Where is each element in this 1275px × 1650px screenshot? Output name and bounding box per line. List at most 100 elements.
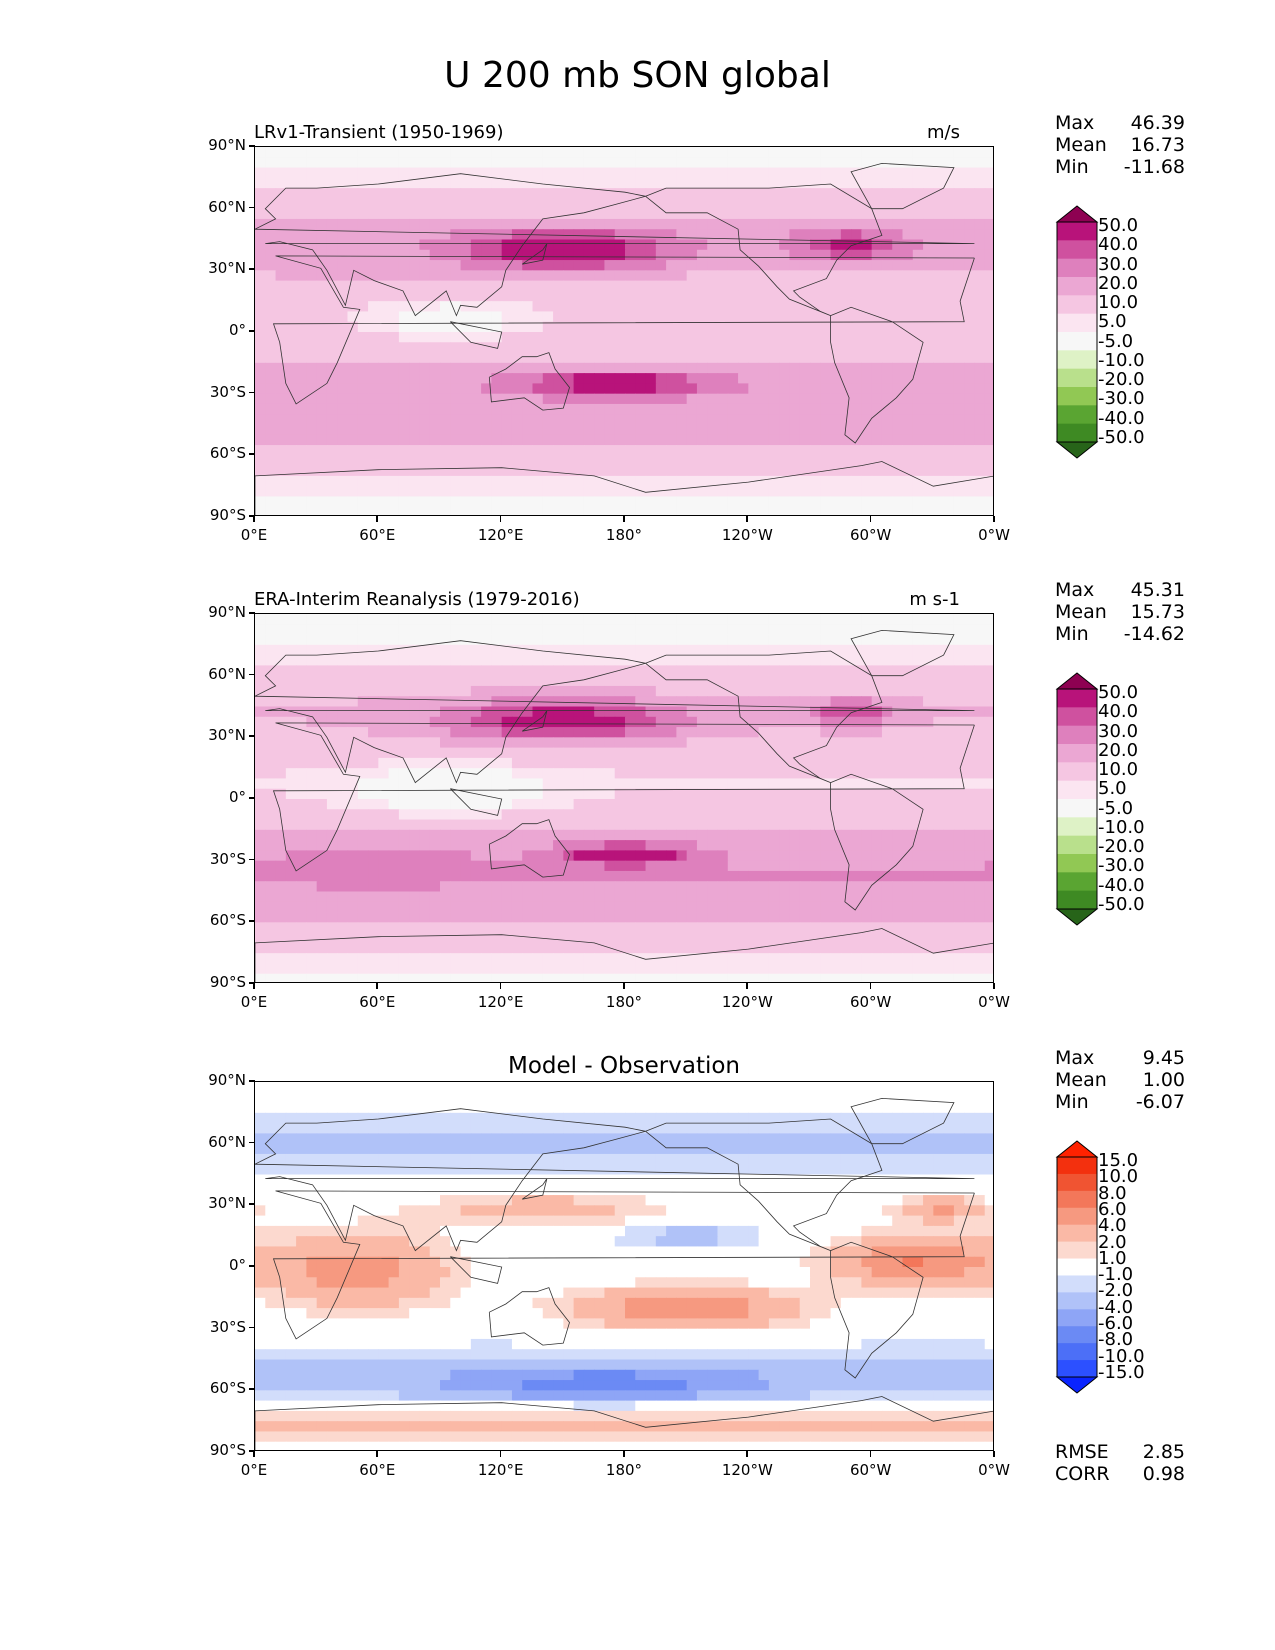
field-cell <box>522 716 534 728</box>
field-cell <box>923 311 934 323</box>
field-cell <box>748 383 760 395</box>
field-cell <box>717 157 729 169</box>
field-cell <box>255 342 266 354</box>
field-cell <box>912 198 924 210</box>
field-cell <box>398 942 410 954</box>
field-cell <box>409 799 421 810</box>
field-cell <box>285 850 297 862</box>
field-cell <box>748 260 760 271</box>
field-cell <box>851 819 862 831</box>
field-cell <box>419 188 431 199</box>
field-cell <box>296 301 307 313</box>
field-cell <box>820 393 832 405</box>
field-cell <box>532 665 544 677</box>
field-cell <box>501 270 513 282</box>
field-cell <box>255 290 266 302</box>
field-cell <box>748 167 760 179</box>
field-cell <box>440 809 451 821</box>
field-cell <box>614 486 626 498</box>
field-cell <box>779 229 791 241</box>
field-cell <box>553 147 564 158</box>
field-cell <box>419 157 431 169</box>
field-cell <box>810 434 821 446</box>
field-cell <box>347 455 359 467</box>
field-cell <box>255 644 266 656</box>
field-cell <box>861 445 873 456</box>
field-cell <box>470 778 482 790</box>
field-cell <box>799 850 811 862</box>
field-cell <box>717 280 729 292</box>
field-cell <box>316 321 328 333</box>
field-cell <box>326 177 338 189</box>
field-cell <box>347 829 359 841</box>
field-cell <box>522 675 534 687</box>
field-cell <box>522 342 534 354</box>
colorbar-label: 10.0 <box>1098 292 1139 314</box>
field-cell <box>511 881 523 893</box>
field-cell <box>789 891 801 903</box>
field-cell <box>429 229 441 241</box>
field-cell <box>460 912 472 923</box>
field-cell <box>820 434 832 446</box>
field-cell <box>511 665 523 677</box>
field-cell <box>388 850 400 862</box>
field-cell <box>686 260 698 271</box>
field-cell <box>604 403 616 415</box>
field-cell <box>614 342 626 354</box>
field-cell <box>727 881 739 893</box>
field-cell <box>378 624 390 636</box>
field-cell <box>861 716 873 728</box>
field-cell <box>450 912 462 923</box>
field-cell <box>378 352 390 364</box>
field-cell <box>892 147 904 158</box>
field-cell <box>738 332 749 343</box>
field-cell <box>707 932 719 944</box>
field-cell <box>758 434 770 446</box>
field-cell <box>563 342 575 354</box>
field-cell <box>912 229 924 241</box>
field-cell <box>635 362 647 374</box>
field-cell <box>460 665 472 677</box>
field-cell <box>933 352 945 364</box>
field-cell <box>851 912 862 923</box>
field-cell <box>727 270 739 282</box>
field-cell <box>429 393 441 405</box>
field-cell <box>645 655 657 666</box>
field-cell <box>481 321 492 333</box>
field-cell <box>604 912 616 923</box>
field-cell <box>532 332 544 343</box>
field-cell <box>912 393 924 405</box>
field-cell <box>326 819 338 831</box>
field-cell <box>285 301 297 313</box>
field-cell <box>727 167 739 179</box>
field-cell <box>388 819 400 831</box>
field-cell <box>974 922 986 934</box>
field-cell <box>686 373 698 384</box>
field-cell <box>501 445 513 456</box>
field-cell <box>738 373 749 384</box>
field-cell <box>583 301 595 313</box>
field-cell <box>460 270 472 282</box>
field-cell <box>892 475 904 487</box>
field-cell <box>470 393 482 405</box>
field-cell <box>666 870 677 882</box>
field-cell <box>285 912 297 923</box>
field-cell <box>851 850 862 862</box>
field-cell <box>532 475 544 487</box>
field-cell <box>810 414 821 426</box>
field-cell <box>851 655 862 666</box>
field-cell <box>378 506 390 515</box>
field-cell <box>419 624 431 636</box>
field-cell <box>923 624 934 636</box>
field-cell <box>337 665 349 677</box>
field-cell <box>625 901 636 913</box>
field-cell <box>368 496 379 508</box>
field-cell <box>666 655 677 666</box>
field-cell <box>614 157 626 169</box>
field-cell <box>542 675 554 687</box>
field-cell <box>748 249 760 261</box>
field-cell <box>522 850 534 862</box>
field-cell <box>974 644 986 656</box>
field-cell <box>830 301 842 313</box>
field-cell <box>542 218 554 230</box>
